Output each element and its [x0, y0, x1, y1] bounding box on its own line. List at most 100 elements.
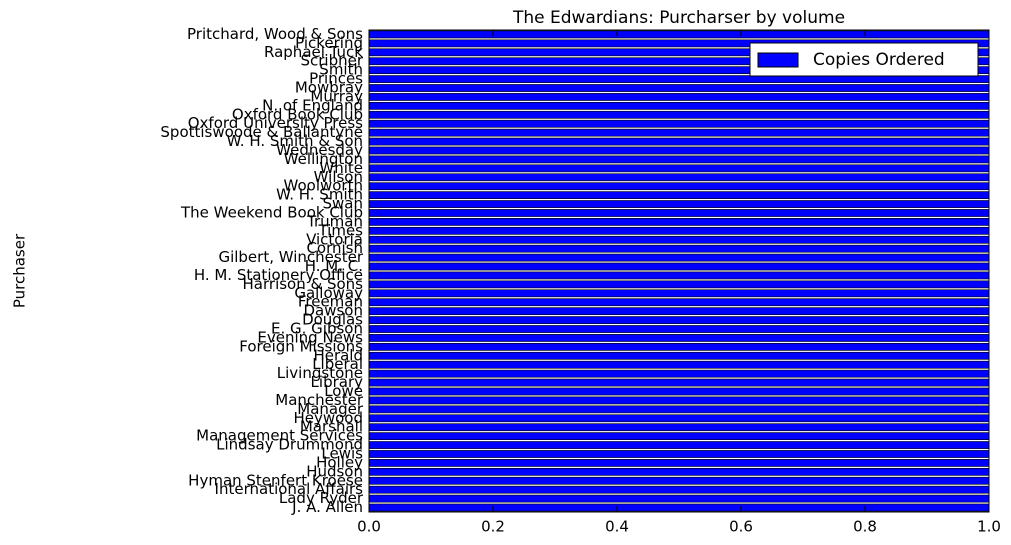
bar [369, 173, 989, 182]
bar [369, 57, 989, 66]
y-tick-label: Wednesday [276, 141, 363, 159]
bar [369, 414, 989, 423]
y-tick-label: Hyman Stenfert Kroese [188, 471, 363, 489]
bar [369, 325, 989, 333]
y-tick-label: H. M. C. [305, 257, 363, 275]
y-tick-label: International Affairs [215, 480, 364, 498]
y-tick-label: Management Services [196, 427, 363, 445]
y-tick-label: Evening News [257, 328, 363, 346]
y-tick-label: Pickering [295, 34, 363, 52]
y-tick-label: Harrison & Sons [243, 275, 364, 293]
y-tick-label: Manager [297, 400, 364, 418]
y-tick-label: Lowe [324, 382, 363, 400]
bar [369, 334, 989, 342]
bar [369, 262, 989, 271]
bar [369, 485, 989, 494]
y-tick-label: Raphael Tuck [264, 43, 363, 61]
y-tick-label: W. H. Smith & Son [227, 132, 363, 150]
y-tick-label: Wilson [314, 168, 363, 186]
bar [369, 351, 989, 360]
x-tick-label: 0.2 [481, 518, 505, 536]
bar [369, 467, 989, 476]
y-tick-label: Wellington [284, 150, 363, 168]
bar [369, 191, 989, 200]
bar [369, 387, 989, 396]
bar [369, 218, 989, 226]
bar [369, 155, 989, 164]
bar [369, 244, 989, 253]
y-tick-label: Holley [316, 453, 363, 471]
y-tick-label: Library [311, 373, 364, 391]
bar [369, 93, 989, 101]
y-tick-label: Gilbert, Winchester [218, 248, 363, 266]
y-tick-label: Truman [306, 212, 363, 230]
bar [369, 369, 989, 378]
bar [369, 396, 989, 405]
y-tick-label: Marshall [300, 418, 363, 436]
y-tick-label: Lady Ryder [279, 489, 364, 507]
y-tick-label: Smith [319, 61, 363, 79]
bar [369, 360, 989, 369]
bar [369, 405, 989, 414]
y-tick-label: Dawson [303, 302, 363, 320]
bar [369, 102, 989, 110]
y-tick-label: Murray [310, 87, 363, 105]
bar [369, 110, 989, 119]
y-tick-label: Pritchard, Wood & Sons [187, 25, 363, 43]
chart-title: The Edwardians: Purcharser by volume [512, 8, 845, 28]
bar [369, 119, 989, 128]
y-tick-label: Times [317, 221, 363, 239]
bar [369, 441, 989, 449]
plot-frame [368, 29, 990, 513]
y-tick-label: Oxford University Press [188, 114, 363, 132]
bar [369, 289, 989, 298]
bar [369, 48, 989, 57]
x-tick-label: 0.4 [605, 518, 629, 536]
y-tick-label: Swan [323, 195, 364, 213]
y-tick-label: N. of England [262, 96, 363, 114]
x-tick-label: 1.0 [977, 518, 1001, 536]
y-tick-label: The Weekend Book Club [180, 203, 363, 221]
bar [369, 494, 989, 503]
y-tick-label: Spottiswoode & Ballantyne [160, 123, 363, 141]
bar [369, 235, 989, 244]
y-tick-label: Liberal [312, 355, 363, 373]
bar [369, 30, 989, 39]
y-tick-label: H. M. Stationery Office [194, 266, 363, 284]
y-tick-label: E. G. Gibson [271, 320, 363, 338]
y-tick-label: Heywood [293, 409, 363, 427]
y-tick-label: Herald [313, 346, 363, 364]
bar [369, 209, 989, 217]
bar [369, 226, 989, 235]
bar [369, 342, 989, 351]
y-tick-label: Hudson [306, 462, 363, 480]
bar [369, 459, 989, 467]
y-tick-label: Manchester [275, 391, 364, 409]
bar [369, 316, 989, 324]
y-tick-label: Lindsay Drummond [216, 436, 363, 454]
bar [369, 307, 989, 316]
bar [369, 66, 989, 75]
bar [369, 378, 989, 387]
bar [369, 84, 989, 92]
bar [369, 450, 989, 458]
bar [369, 476, 989, 485]
bar [369, 253, 989, 262]
y-tick-label: Douglas [302, 311, 363, 329]
bar [369, 423, 989, 432]
bar [369, 128, 989, 137]
bar [369, 146, 989, 155]
y-tick-label: Oxford Book Club [232, 105, 363, 123]
y-tick-label: J. A. Allen [291, 498, 363, 516]
bar [369, 164, 989, 173]
y-tick-label: Livingstone [277, 364, 363, 382]
x-tick-label: 0.8 [853, 518, 877, 536]
bar [369, 182, 989, 191]
y-tick-label: Lewis [321, 444, 363, 462]
y-tick-label: Galloway [294, 284, 363, 302]
y-axis-label: Purchaser [11, 233, 29, 308]
bar [369, 271, 989, 280]
x-tick-label: 0.6 [729, 518, 753, 536]
x-tick-label: 0.0 [357, 518, 381, 536]
bar [369, 298, 989, 307]
